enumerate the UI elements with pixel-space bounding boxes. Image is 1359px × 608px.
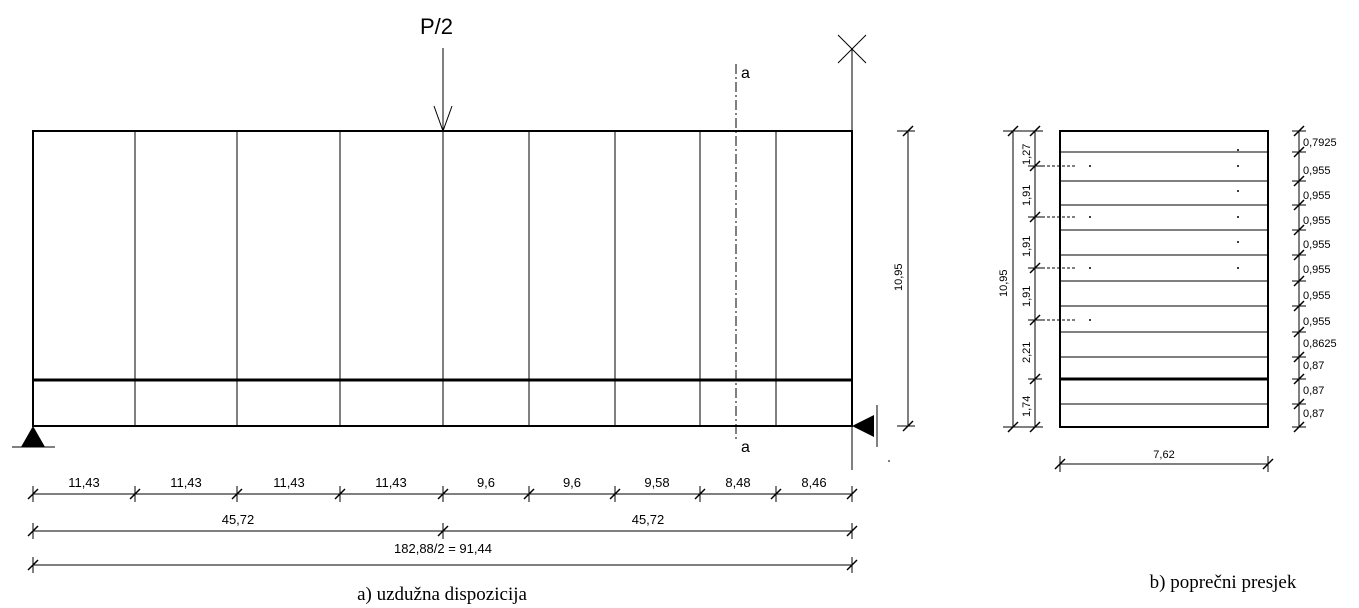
segment-label-3: 11,43 — [273, 475, 305, 490]
right-seg-label-12: 0,87 — [1303, 408, 1324, 420]
section-mark-bottom: a — [741, 439, 750, 456]
reinforcement-dot — [1237, 216, 1239, 218]
segment-dimension-tick — [231, 488, 243, 500]
segment-dimension-tick — [523, 488, 535, 500]
right-seg-label-11: 0,87 — [1303, 385, 1324, 397]
half-dimension-tick — [846, 525, 858, 537]
left-seg-label-3: 1,91 — [1021, 236, 1033, 257]
segment-dimension-tick — [694, 488, 706, 500]
segment-label-8: 8,48 — [725, 475, 750, 490]
longitudinal-view: a a P/2 — [12, 14, 915, 605]
right-seg-label-8: 0,955 — [1303, 316, 1331, 328]
left-seg-label-2: 1,91 — [1021, 185, 1033, 206]
right-seg-label-7: 0,955 — [1303, 290, 1331, 302]
left-seg-label-4: 1,91 — [1021, 286, 1033, 307]
left-dimension-chain — [1028, 125, 1042, 433]
width-label: 7,62 — [1153, 449, 1174, 461]
segment-label-7: 9,58 — [644, 475, 669, 490]
section-outline — [1059, 130, 1269, 428]
left-seg-label-1: 1,27 — [1021, 144, 1033, 165]
caption-right: b) poprečni presjek — [1150, 572, 1297, 593]
reinforcement-dot — [1089, 165, 1091, 167]
reinforcement-dots — [1089, 149, 1239, 321]
segment-lines — [134, 131, 777, 426]
reinforcement-dot — [1089, 319, 1091, 321]
right-seg-label-5: 0,955 — [1303, 239, 1331, 251]
right-seg-label-9: 0,8625 — [1303, 338, 1337, 350]
reinforcement-dot — [1089, 216, 1091, 218]
roller-support — [852, 405, 890, 462]
right-seg-label-4: 0,955 — [1303, 215, 1331, 227]
reinforcement-dot — [1237, 149, 1239, 151]
reinforcement-dot — [1237, 267, 1239, 269]
cross-section-view: 10,95 1,27 1,91 1,91 1,91 2,21 1,74 0,79… — [998, 125, 1337, 593]
height-label: 10,95 — [893, 263, 905, 291]
segment-dimension-tick — [770, 488, 782, 500]
right-seg-label-3: 0,955 — [1303, 190, 1331, 202]
segment-label-9: 8,46 — [801, 475, 826, 490]
half-dimension-tick — [27, 525, 39, 537]
segment-dimension-tick — [609, 488, 621, 500]
load-arrow — [433, 48, 453, 133]
half-label-1: 45,72 — [222, 512, 255, 527]
load-label: P/2 — [420, 14, 453, 39]
right-dimension-chain — [1292, 125, 1306, 433]
height-dimension — [897, 125, 915, 432]
right-seg-label-1: 0,7925 — [1303, 137, 1337, 149]
leader-lines — [1037, 165, 1075, 321]
section-layer-lines — [1060, 151, 1268, 405]
total-dimension-tick — [27, 559, 39, 571]
total-height-label: 10,95 — [998, 269, 1010, 297]
reinforcement-dot — [1089, 267, 1091, 269]
segment-dimension-tick — [129, 488, 141, 500]
segment-label-4: 11,43 — [375, 475, 407, 490]
reinforcement-dot — [1237, 165, 1239, 167]
total-dimension-tick — [846, 559, 858, 571]
right-seg-label-6: 0,955 — [1303, 264, 1331, 276]
symmetry-axis — [837, 34, 867, 470]
total-label: 182,88/2 = 91,44 — [394, 541, 492, 556]
segment-label-2: 11,43 — [170, 475, 202, 490]
half-dimension-tick — [437, 525, 449, 537]
section-mark-top: a — [741, 65, 750, 82]
caption-left: a) uzdužna dispozicija — [357, 584, 527, 605]
right-seg-label-2: 0,955 — [1303, 165, 1331, 177]
left-seg-label-6: 1,74 — [1021, 396, 1033, 417]
reinforcement-dot — [1237, 190, 1239, 192]
segment-dimension-tick — [437, 488, 449, 500]
segment-dimension-tick — [846, 488, 858, 500]
segment-label-5: 9,6 — [477, 475, 495, 490]
left-seg-label-5: 2,21 — [1021, 342, 1033, 363]
pinned-support — [12, 426, 55, 448]
dimension-rows — [27, 486, 858, 573]
segment-label-1: 11,43 — [68, 475, 100, 490]
reinforcement-dot — [1237, 241, 1239, 243]
half-label-2: 45,72 — [632, 512, 665, 527]
segment-dimension-tick — [27, 488, 39, 500]
segment-label-6: 9,6 — [563, 475, 581, 490]
right-seg-label-10: 0,87 — [1303, 360, 1324, 372]
segment-dimension-tick — [334, 488, 346, 500]
width-dimension — [1054, 456, 1274, 472]
